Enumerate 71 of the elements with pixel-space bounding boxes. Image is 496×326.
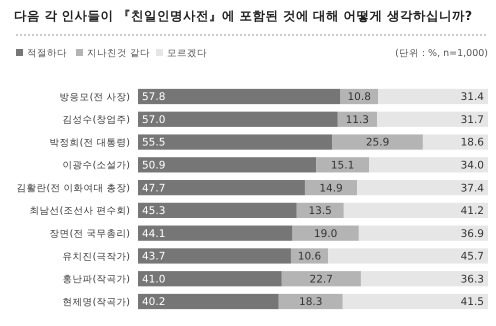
data-label: 43.7 [142,250,166,263]
data-label: 40.2 [142,296,166,308]
data-label: 45.7 [460,250,484,263]
text: (단위 : %, n=1,000) [395,48,488,59]
data-label: 57.0 [142,114,166,126]
y-tick-label: 현제명(작곡가) [62,296,130,308]
bar [377,112,488,127]
bar [328,248,488,264]
bar [138,112,338,127]
bar [278,294,343,310]
bar [357,180,488,196]
y-tick-label: 박정희(전 대통령) [50,137,130,148]
data-label: 25.9 [366,136,390,149]
data-label: 41.5 [460,296,484,308]
data-label: 13.5 [308,205,332,218]
y-tick-label: 방응모(전 사장) [60,92,130,103]
data-label: 15.1 [330,160,354,172]
bar [344,202,488,218]
bar [378,88,488,104]
y-tick-label: 장면(전 국무총리) [50,228,130,240]
bar [360,271,488,286]
bar [138,202,297,218]
bar [138,134,332,150]
data-label: 19.0 [314,228,338,240]
bar [138,180,305,196]
data-label: 57.8 [142,91,166,104]
data-label: 41.2 [460,205,484,218]
bar [316,157,369,172]
legend-label: 지나친것 같다 [87,48,150,59]
y-tick-label: 김성수(창업주) [62,114,130,126]
bar [342,294,488,310]
data-label: 55.5 [142,136,166,149]
y-tick-label: 홍난파(작곡가) [62,274,130,286]
data-label: 44.1 [142,228,166,240]
bar [369,157,488,172]
bar [338,112,378,127]
bar [138,88,340,104]
data-label: 37.4 [460,182,484,194]
legend-label: 모르겠다 [167,48,207,59]
data-label: 10.6 [298,250,322,263]
data-label: 36.3 [460,273,484,286]
data-label: 50.9 [142,160,166,172]
data-label: 18.6 [460,136,484,149]
data-label: 10.8 [348,91,371,104]
data-label: 31.4 [460,91,484,104]
data-label: 14.9 [319,182,343,194]
bar [358,226,488,241]
data-label: 45.3 [142,205,166,218]
data-label: 34.0 [460,160,484,172]
data-label: 31.7 [460,114,484,126]
data-label: 22.7 [310,273,333,286]
data-label: 47.7 [142,182,166,194]
data-label: 11.3 [346,114,369,126]
y-tick-label: 최남선(조선사 편수회) [30,206,130,217]
data-label: 36.9 [460,228,484,240]
data-label: 41.0 [142,273,166,286]
bar [282,271,361,286]
data-label: 18.3 [299,296,322,308]
bar [292,226,359,241]
legend-label: 적절하다 [27,48,67,59]
bar [138,294,279,310]
bar [422,134,488,150]
bar [138,271,282,286]
bar [332,134,423,150]
bar [138,226,292,241]
y-tick-label: 김활란(전 이화여대 총장) [16,182,130,194]
chart-title: 다음 각 인사들이 『친일인명사전』에 포함된 것에 대해 어떻게 생각하십니까? [14,8,472,23]
y-tick-label: 유치진(극작가) [62,251,130,262]
y-tick-label: 이광수(소설가) [62,160,130,172]
bar [138,248,291,264]
bar [138,157,316,172]
